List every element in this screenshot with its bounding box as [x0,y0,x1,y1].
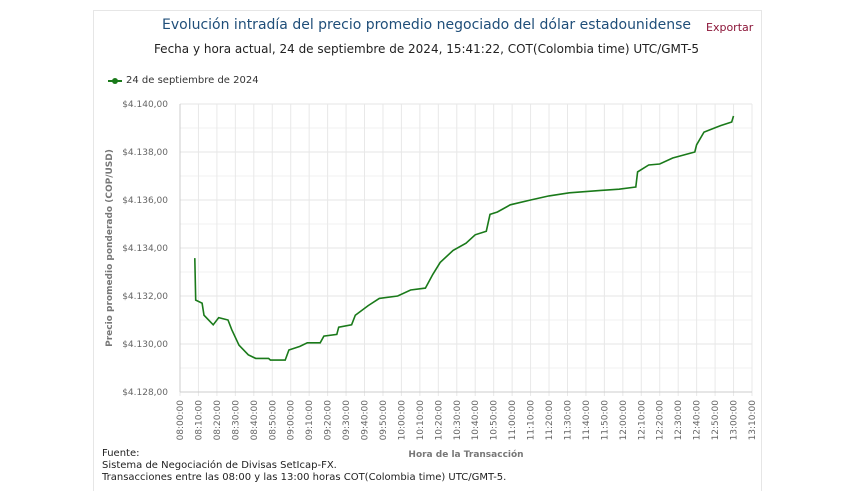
source-line-1: Sistema de Negociación de Divisas SetIca… [102,460,337,471]
x-tick-label: 12:00:00 [619,400,629,441]
x-tick-label: 12:30:00 [674,400,684,441]
legend-marker-icon [108,77,122,84]
x-tick-label: 09:10:00 [305,400,315,441]
y-tick-label: $4.136,00 [122,196,168,206]
x-tick-label: 11:40:00 [582,400,592,441]
legend-label: 24 de septiembre de 2024 [126,75,259,86]
x-tick-label: 09:00:00 [287,400,297,441]
x-tick-label: 09:50:00 [379,400,389,441]
y-tick-label: $4.130,00 [122,340,168,350]
y-tick-label: $4.140,00 [122,100,168,110]
x-tick-label: 09:20:00 [324,400,334,441]
y-tick-label: $4.128,00 [122,388,168,398]
x-tick-label: 08:40:00 [250,400,260,441]
x-tick-label: 13:10:00 [748,400,758,441]
x-tick-label: 13:00:00 [730,400,740,441]
x-tick-label: 12:50:00 [711,400,721,441]
x-tick-label: 12:40:00 [693,400,703,441]
x-tick-label: 11:10:00 [527,400,537,441]
export-button[interactable]: Exportar [706,21,754,34]
x-tick-label: 08:50:00 [268,400,278,441]
x-tick-label: 11:30:00 [563,400,573,441]
y-axis-title: Precio promedio ponderado (COP/USD) [105,149,115,347]
x-tick-label: 11:50:00 [600,400,610,441]
x-tick-label: 08:10:00 [194,400,204,441]
x-tick-label: 09:40:00 [361,400,371,441]
source-note: Fuente: Sistema de Negociación de Divisa… [102,448,506,484]
x-tick-label: 10:10:00 [416,400,426,441]
legend-item[interactable]: 24 de septiembre de 2024 [108,75,259,86]
series-line [194,115,735,361]
x-tick-label: 11:20:00 [545,400,555,441]
x-tick-label: 10:00:00 [397,400,407,441]
source-line-2: Transacciones entre las 08:00 y las 13:0… [102,472,507,483]
x-tick-label: 10:20:00 [434,400,444,441]
x-tick-label: 09:30:00 [342,400,352,441]
source-label: Fuente: [102,448,140,459]
x-tick-label: 10:30:00 [453,400,463,441]
x-tick-label: 12:10:00 [637,400,647,441]
chart-title: Evolución intradía del precio promedio n… [162,17,691,33]
chart-subtitle: Fecha y hora actual, 24 de septiembre de… [153,42,700,56]
x-tick-label: 08:00:00 [176,400,186,441]
x-tick-label: 11:00:00 [508,400,518,441]
chart-container [93,10,762,491]
y-tick-label: $4.132,00 [122,292,168,302]
y-tick-label: $4.138,00 [122,148,168,158]
y-tick-label: $4.134,00 [122,244,168,254]
x-tick-label: 08:30:00 [231,400,241,441]
x-tick-label: 12:20:00 [656,400,666,441]
x-tick-label: 10:50:00 [490,400,500,441]
x-axis-title: Hora de la Transacción [408,449,523,460]
x-tick-label: 08:20:00 [213,400,223,441]
x-tick-label: 10:40:00 [471,400,481,441]
